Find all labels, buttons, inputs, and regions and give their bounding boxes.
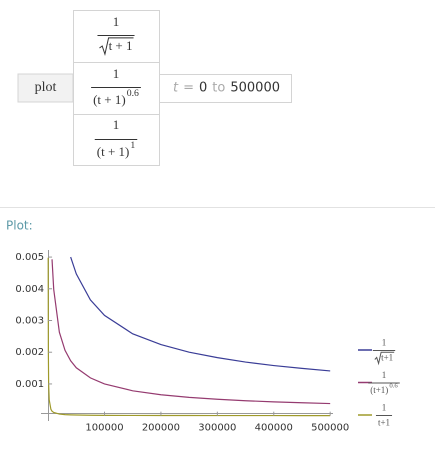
y-tick-label: 0.003 — [15, 316, 44, 327]
x-tick-label: 500000 — [311, 423, 349, 434]
range-to: 500000 — [230, 81, 280, 96]
denominator: t+1 — [381, 353, 393, 363]
result-label: Plot: — [6, 219, 33, 233]
numerator: 1 — [113, 66, 120, 81]
y-tick-label: 0.004 — [15, 284, 44, 295]
range-to-word: to — [212, 81, 225, 96]
denominator: t + 1 — [109, 38, 133, 53]
range-equals: = — [183, 81, 194, 96]
numerator: 1 — [113, 117, 120, 132]
root-sign — [374, 351, 395, 366]
x-tick-label: 100000 — [85, 423, 123, 434]
x-tick-label: 400000 — [255, 423, 293, 434]
exponent: 0.6 — [127, 88, 139, 99]
x-tick-label: 200000 — [142, 423, 180, 434]
denominator: t+1 — [378, 418, 390, 428]
numerator: 1 — [382, 403, 387, 413]
numerator: 1 — [113, 14, 120, 29]
series-line — [51, 259, 331, 405]
exponent: 0.6 — [389, 383, 398, 390]
exponent: 1 — [130, 140, 135, 151]
numerator: 1 — [382, 370, 387, 380]
denominator: (t + 1) — [97, 144, 130, 159]
denominator: (t + 1) — [93, 92, 126, 107]
formula-cell[interactable] — [73, 62, 160, 115]
range-box[interactable] — [159, 74, 292, 103]
x-tick-label: 300000 — [198, 423, 236, 434]
y-tick-label: 0.002 — [15, 347, 44, 358]
range-from: 0 — [199, 81, 207, 96]
denominator: (t+1) — [370, 385, 388, 395]
range-variable: t — [173, 81, 179, 96]
y-tick-label: 0.001 — [15, 379, 44, 390]
numerator: 1 — [382, 338, 387, 348]
plot-button[interactable] — [17, 73, 74, 103]
plot-area — [47, 256, 331, 417]
y-tick-label: 0.005 — [15, 252, 44, 263]
button-label[interactable]: plot — [35, 80, 57, 95]
root-sign — [99, 37, 134, 57]
formula-cell[interactable] — [73, 10, 160, 63]
series-line — [47, 257, 331, 417]
series-line — [70, 256, 331, 372]
